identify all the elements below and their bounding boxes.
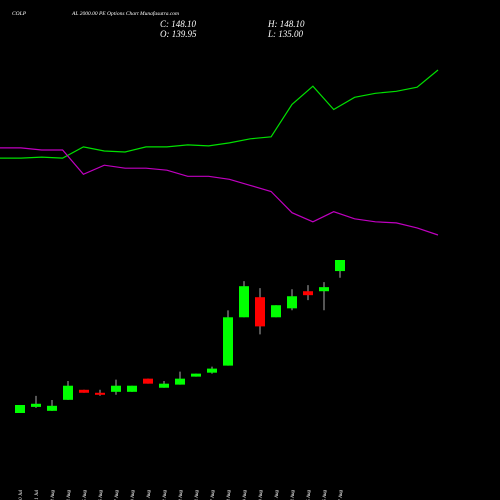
x-tick-label: 07 Aug [115, 490, 120, 500]
chart-title: AL 2000.00 PE Options Chart Munafasutra.… [71, 10, 179, 17]
x-tick-label: 05 Aug [83, 490, 88, 500]
x-tick-label: 31 Jul [35, 489, 40, 500]
x-tick-label: 12 Aug [163, 490, 168, 500]
indicator-line [0, 147, 439, 236]
chart-title-left: COLP [12, 11, 27, 17]
candle-body [271, 305, 281, 318]
candle-body [63, 385, 73, 400]
candle-body [111, 385, 121, 392]
x-tick-label: 03 Aug [51, 490, 56, 500]
candle-body [47, 405, 57, 411]
x-tick-label: 19 Aug [243, 490, 248, 500]
x-tick-label: 21 Aug [275, 490, 280, 500]
open-text: O: 139.95 [160, 29, 197, 39]
x-tick-label: 14 Aug [195, 490, 200, 500]
x-tick-label: 17 Aug [211, 490, 216, 500]
candle-body [31, 403, 41, 407]
candle-body [255, 297, 265, 327]
candle-body [335, 260, 345, 272]
x-tick-label: 06 Aug [99, 490, 104, 500]
candle-body [143, 378, 153, 384]
low-text: L: 135.00 [267, 29, 304, 39]
candle-body [287, 296, 297, 309]
indicator-line [0, 69, 439, 159]
x-tick-label: 04 Aug [67, 490, 72, 500]
candle-body [15, 404, 25, 413]
x-tick-label: 11 Aug [147, 490, 152, 500]
x-tick-label: 25 Aug [307, 490, 312, 500]
candle-body [303, 291, 313, 296]
x-tick-label: 27 Aug [339, 490, 344, 500]
x-tick-label: 18 Aug [227, 490, 232, 500]
candle-body [239, 286, 249, 318]
x-tick-label: 26 Aug [323, 490, 328, 500]
x-tick-label: 13 Aug [179, 490, 184, 500]
candle-body [319, 287, 329, 292]
close-text: C: 148.10 [160, 19, 197, 29]
candle-body [191, 373, 201, 377]
x-tick-label: 20 Aug [259, 490, 264, 500]
candle-body [127, 385, 137, 392]
candle-body [159, 383, 169, 388]
candle-body [207, 368, 217, 373]
candle-body [95, 392, 105, 395]
x-tick-label: 24 Aug [291, 490, 296, 500]
x-tick-label: 10 Aug [131, 490, 136, 500]
candle-body [175, 378, 185, 385]
high-text: H: 148.10 [267, 19, 305, 29]
candle-body [223, 317, 233, 366]
candle-body [79, 389, 89, 393]
x-tick-label: 30 Jul [19, 489, 24, 500]
